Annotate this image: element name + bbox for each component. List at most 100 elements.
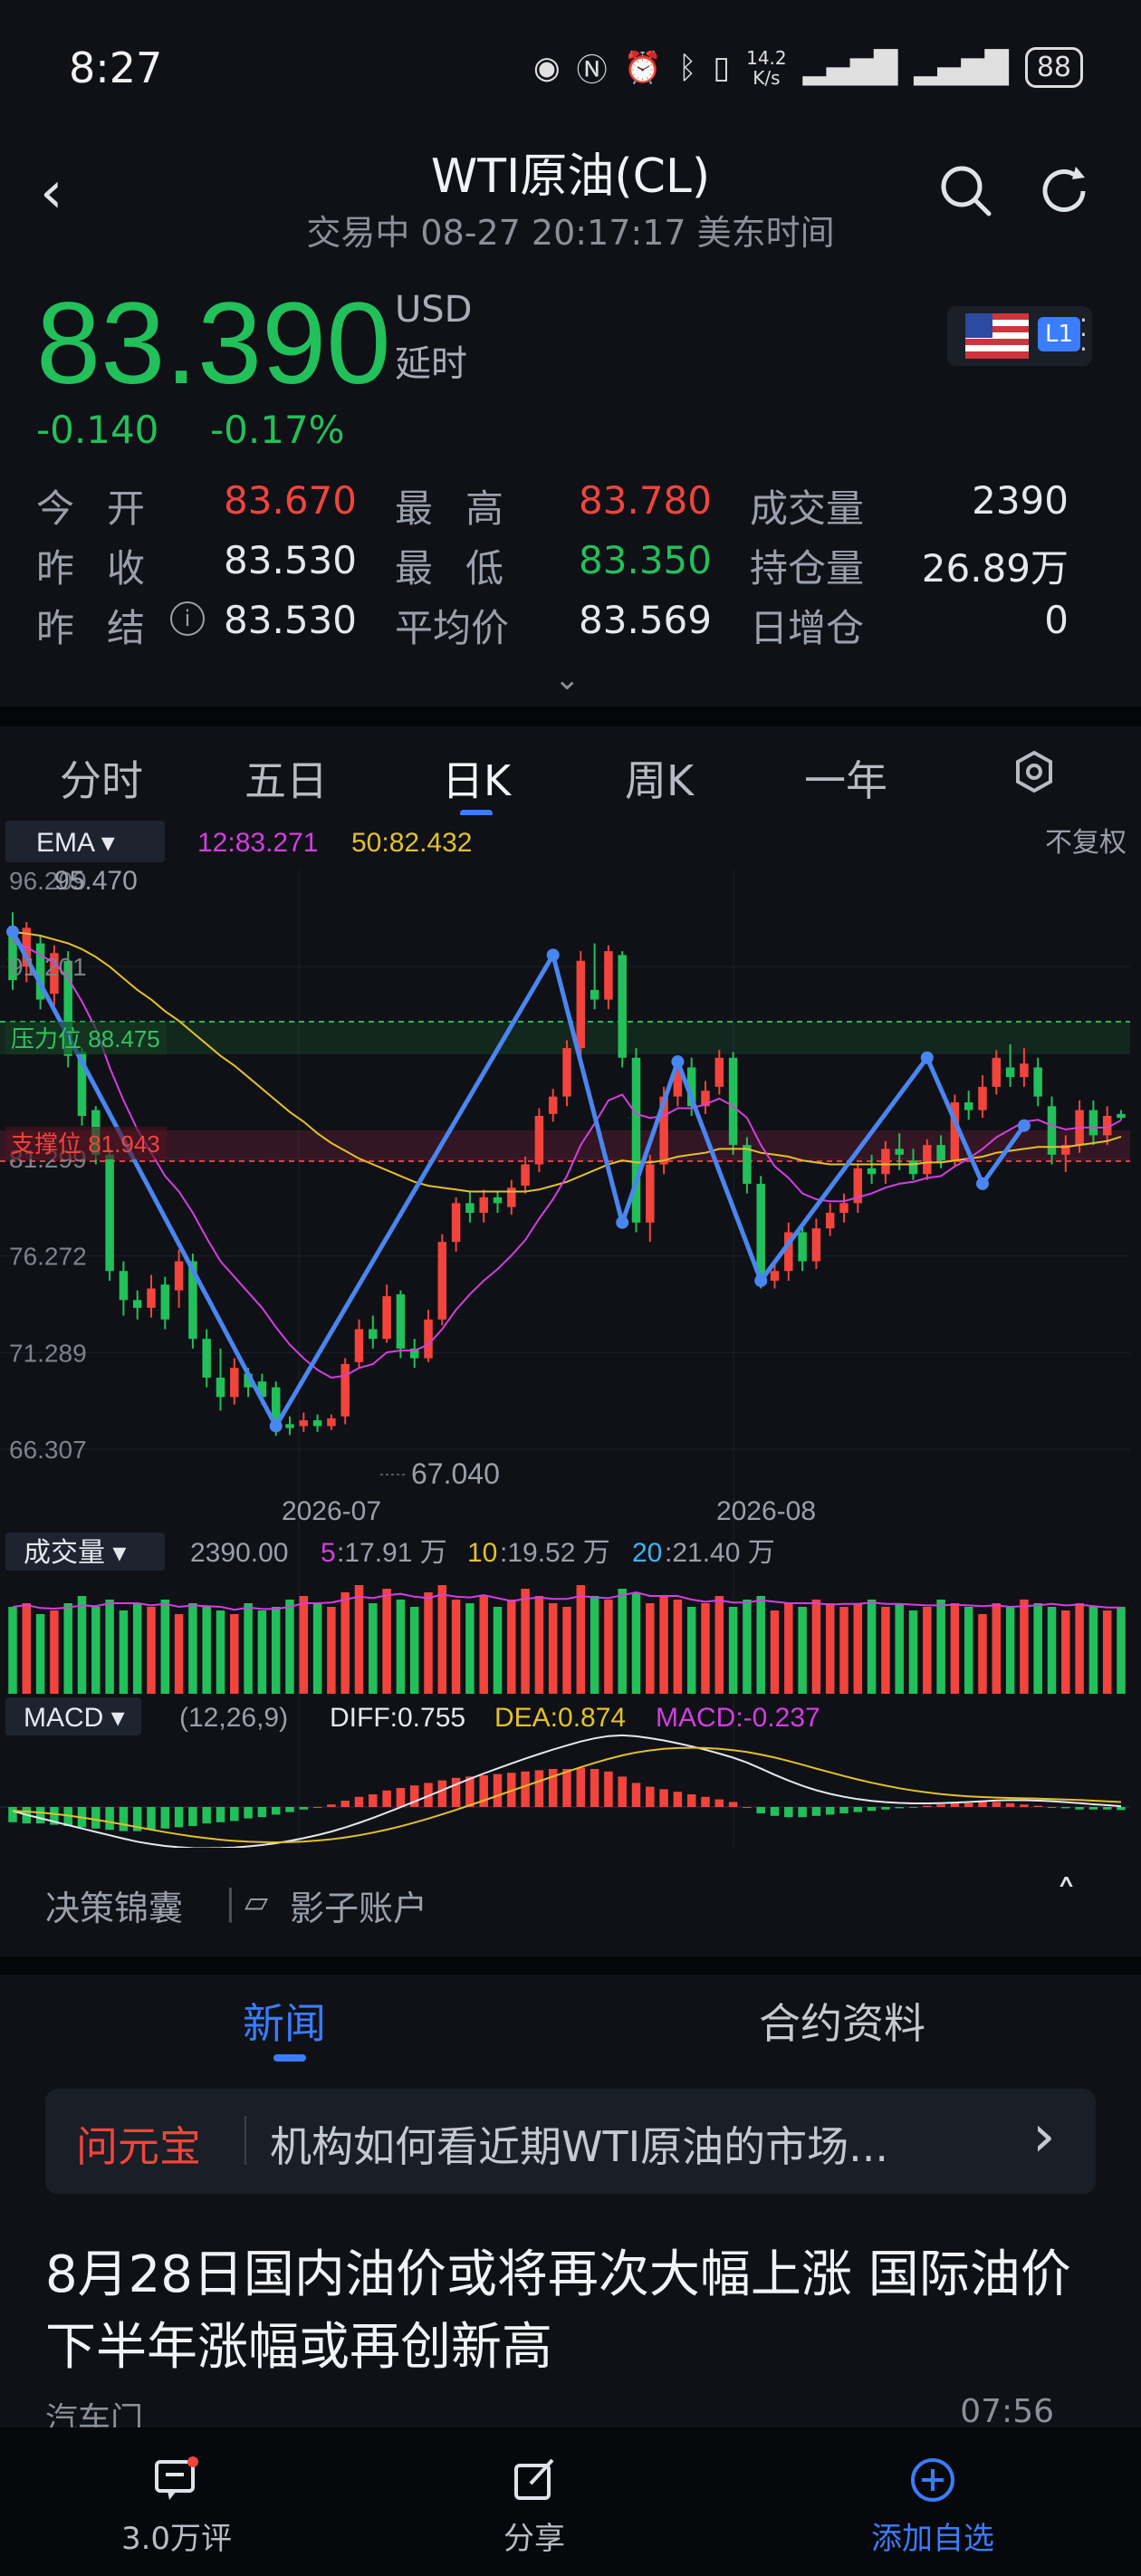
volume-bar — [147, 1607, 156, 1694]
tab-contract-info[interactable]: 合约资料 — [759, 1999, 925, 2048]
volume-bar — [950, 1603, 960, 1694]
macd-bar — [174, 1807, 184, 1828]
ema-button[interactable] — [5, 821, 165, 862]
volume-bar — [91, 1607, 101, 1694]
info-icon[interactable]: i — [170, 601, 205, 636]
volume-bar — [714, 1596, 724, 1694]
volume-bar — [465, 1603, 475, 1694]
comments-button[interactable]: 3.0万评 — [100, 2455, 254, 2558]
signal-icon: ▂▄▆█ — [802, 49, 898, 86]
candle-body — [950, 1102, 960, 1161]
add-watchlist-button[interactable]: 添加自选 — [842, 2455, 1023, 2558]
candle-body — [923, 1145, 932, 1175]
vibrate-icon: ▯ — [713, 49, 731, 86]
market-flag-button[interactable]: L1 · · · — [947, 306, 1092, 366]
volume-bar — [188, 1603, 197, 1694]
macd-bar — [119, 1807, 129, 1831]
volume-bar — [354, 1585, 364, 1694]
volume-bar — [105, 1600, 114, 1694]
stat-label: 平均价 — [395, 606, 510, 650]
stat-value: 83.530 — [224, 598, 357, 642]
diff-value: DIFF:0.755 — [330, 1703, 465, 1733]
stat-label: 成交量 — [750, 486, 865, 531]
support-label: 支撑位 81.943 — [11, 1130, 160, 1158]
volume-bar — [451, 1600, 461, 1694]
macd-bar — [714, 1799, 724, 1807]
bluetooth-icon: ᛒ — [677, 49, 697, 86]
volume-button[interactable] — [5, 1533, 165, 1571]
candle-body — [770, 1271, 780, 1281]
candle-body — [1005, 1067, 1015, 1078]
candle-body — [340, 1363, 350, 1417]
decision-kit-button[interactable]: 决策锦囊 — [45, 1889, 184, 1928]
macd-bar — [327, 1804, 336, 1807]
search-icon[interactable] — [938, 163, 992, 217]
shadow-account-button[interactable]: 影子账户 — [290, 1889, 428, 1928]
ema12-value: 12:83.271 — [197, 828, 318, 858]
tab-weekly-k[interactable]: 周K — [625, 756, 695, 805]
stats-row: 昨收 83.530 最低 83.350 持仓量 26.89万 — [36, 538, 1114, 596]
candle-body — [853, 1168, 863, 1204]
macd-bar — [811, 1807, 821, 1816]
tab-5day[interactable]: 五日 — [244, 756, 328, 805]
ma10-key: 10 — [467, 1538, 497, 1568]
macd-bar — [798, 1807, 807, 1818]
volume-bar — [507, 1600, 516, 1694]
adjust-toggle[interactable]: 不复权 — [1045, 828, 1127, 858]
expand-chevron-icon[interactable]: ⌄ — [554, 661, 580, 697]
volume-bar — [673, 1600, 683, 1694]
y-tick-label: 66.307 — [9, 1436, 87, 1464]
volume-bar — [424, 1592, 433, 1694]
candle-body — [160, 1284, 170, 1320]
macd-bar — [369, 1794, 378, 1807]
macd-bar — [493, 1773, 503, 1807]
volume-bar — [618, 1589, 627, 1694]
volume-bar — [853, 1603, 863, 1694]
volume-bar — [437, 1585, 447, 1694]
volume-bar — [562, 1607, 571, 1694]
candle-body — [534, 1116, 544, 1165]
news-headline[interactable]: 8月28日国内油价或将再次大幅上涨 国际油价下半年涨幅或再创新高 — [45, 2245, 1071, 2377]
tab-intraday[interactable]: 分时 — [60, 756, 143, 805]
low-mark-label: 67.040 — [411, 1457, 500, 1490]
volume-bar — [576, 1585, 586, 1694]
stat-label: 日增仓 — [750, 606, 865, 650]
volume-bar — [1075, 1603, 1084, 1694]
stat-value: 83.780 — [579, 478, 712, 523]
volume-bar — [257, 1610, 267, 1694]
settings-icon[interactable] — [1012, 750, 1056, 793]
candle-body — [1102, 1116, 1112, 1136]
collapse-chevron-icon[interactable]: ˄ — [1056, 1871, 1077, 1920]
share-button[interactable]: 分享 — [471, 2455, 598, 2558]
macd-button[interactable] — [5, 1697, 141, 1735]
volume-bar — [312, 1603, 322, 1694]
candle-body — [686, 1067, 696, 1107]
candle-body — [811, 1228, 821, 1262]
macd-bar — [839, 1807, 849, 1813]
candle-body — [908, 1160, 918, 1175]
macd-bar — [686, 1794, 696, 1807]
volume-bar — [923, 1607, 932, 1694]
status-time: 8:27 — [69, 43, 163, 92]
tab-1year[interactable]: 一年 — [804, 756, 887, 805]
ai-ask-banner[interactable]: 问元宝 机构如何看近期WTI原油的市场... › — [45, 2089, 1096, 2194]
candle-body — [147, 1288, 156, 1308]
candle-body — [798, 1232, 807, 1262]
kline-chart[interactable]: EMA ▾ 12:83.271 50:82.432 不复权 96.209 95.… — [0, 815, 1141, 1848]
candle-body — [1047, 1106, 1057, 1155]
volume-value: 2390.00 — [190, 1538, 288, 1568]
zigzag-point — [616, 1216, 629, 1229]
volume-bar — [743, 1600, 752, 1694]
ma5-key: 5 — [321, 1538, 336, 1568]
volume-bar — [881, 1607, 890, 1694]
tab-daily-k[interactable]: 日K — [442, 756, 512, 805]
back-icon[interactable]: ‹ — [40, 159, 63, 226]
tab-news[interactable]: 新闻 — [243, 1999, 326, 2048]
volume-bar — [839, 1607, 849, 1694]
signal-icon-2: ▂▄▆█ — [914, 49, 1009, 86]
macd-bar — [923, 1805, 932, 1807]
candle-body — [521, 1164, 530, 1187]
candle-body — [659, 1096, 668, 1165]
candle-body — [895, 1149, 904, 1155]
refresh-icon[interactable] — [1036, 163, 1092, 219]
